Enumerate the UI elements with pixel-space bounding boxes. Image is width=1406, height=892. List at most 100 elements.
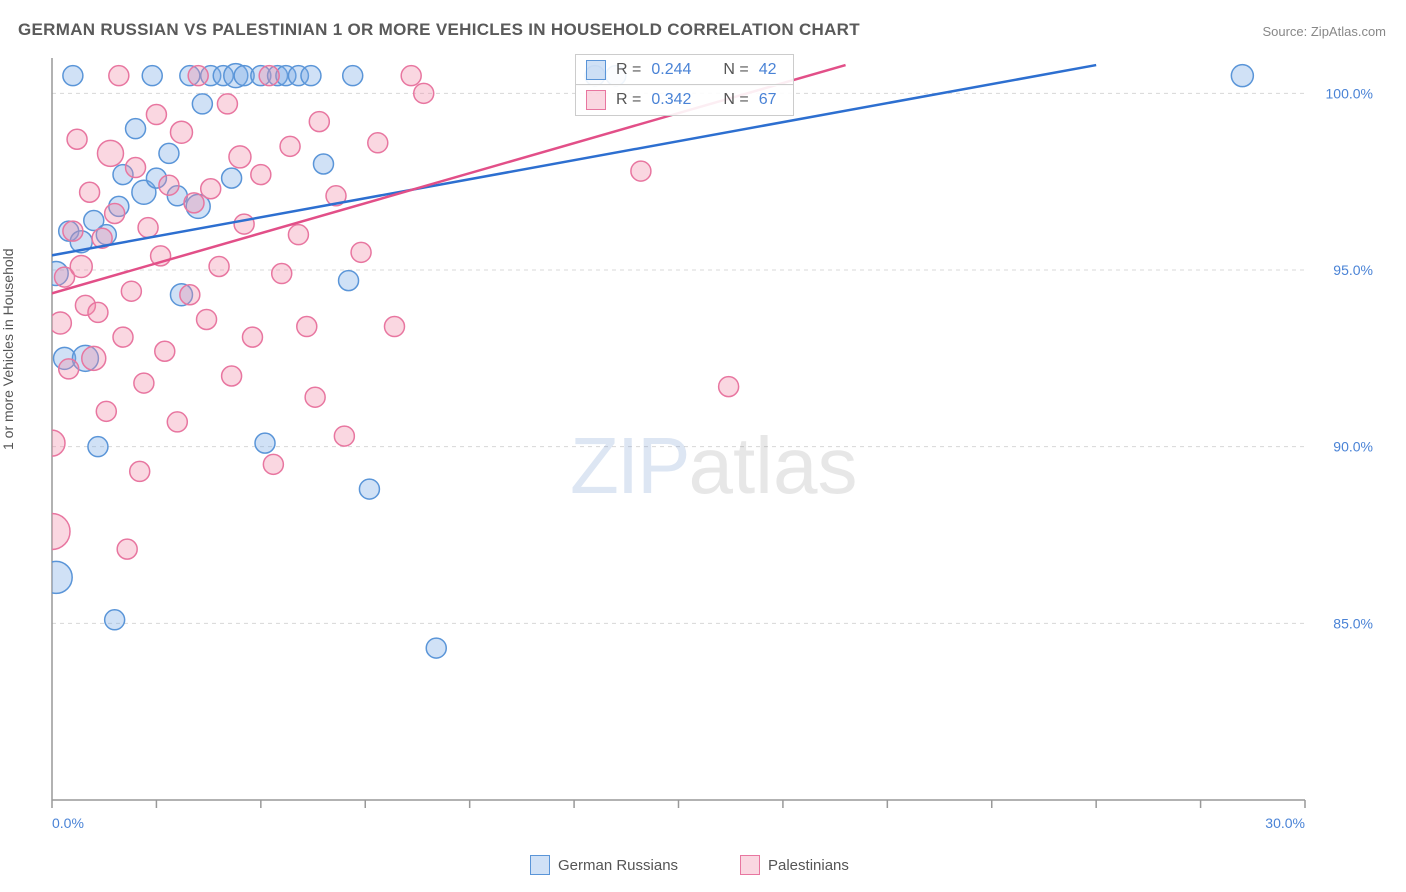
data-point [368, 133, 388, 153]
data-point [155, 341, 175, 361]
data-point [96, 401, 116, 421]
data-point [134, 373, 154, 393]
data-point [414, 83, 434, 103]
data-point [70, 255, 92, 277]
data-point [263, 454, 283, 474]
data-point [105, 203, 125, 223]
data-point [159, 143, 179, 163]
data-point [222, 366, 242, 386]
data-point [719, 377, 739, 397]
data-point [339, 271, 359, 291]
legend-item: German Russians [530, 855, 678, 875]
correlation-stat-box: R = 0.342 N = 67 [575, 84, 794, 116]
svg-text:95.0%: 95.0% [1333, 262, 1373, 278]
data-point [50, 312, 71, 334]
data-point [222, 168, 242, 188]
data-point [170, 121, 192, 143]
data-point [401, 66, 421, 86]
data-point [50, 513, 70, 549]
data-point [209, 256, 229, 276]
data-point [105, 610, 125, 630]
data-point [97, 140, 123, 166]
data-point [359, 479, 379, 499]
data-point [113, 327, 133, 347]
data-point [1231, 65, 1253, 87]
plot-area: 85.0% 90.0% 95.0% 100.0% 0.0% 30.0% [50, 50, 1380, 830]
data-point [159, 175, 179, 195]
data-point [351, 242, 371, 262]
data-point [80, 182, 100, 202]
data-point [82, 346, 106, 370]
data-point [259, 66, 279, 86]
series-swatch [586, 90, 606, 110]
data-point [88, 437, 108, 457]
legend-swatch [530, 855, 550, 875]
svg-text:30.0%: 30.0% [1265, 815, 1305, 830]
legend-item: Palestinians [740, 855, 849, 875]
data-point [288, 225, 308, 245]
data-point [63, 221, 83, 241]
r-label: R = [616, 91, 641, 109]
data-point [121, 281, 141, 301]
r-value: 0.342 [651, 91, 691, 109]
data-point [142, 66, 162, 86]
n-label: N = [723, 61, 748, 79]
data-point [59, 359, 79, 379]
data-point [297, 317, 317, 337]
data-point [188, 66, 208, 86]
n-value: 42 [759, 61, 777, 79]
data-point [631, 161, 651, 181]
data-point [384, 317, 404, 337]
series-swatch [586, 60, 606, 80]
data-point [309, 112, 329, 132]
r-value: 0.244 [651, 61, 691, 79]
data-point [138, 218, 158, 238]
n-value: 67 [759, 91, 777, 109]
scatter-chart-svg: 85.0% 90.0% 95.0% 100.0% 0.0% 30.0% [50, 50, 1380, 830]
data-point [255, 433, 275, 453]
svg-text:85.0%: 85.0% [1333, 615, 1373, 631]
svg-text:0.0%: 0.0% [52, 815, 84, 830]
data-point [126, 158, 146, 178]
data-point [146, 105, 166, 125]
data-point [88, 302, 108, 322]
r-label: R = [616, 61, 641, 79]
data-point [426, 638, 446, 658]
data-point [184, 193, 204, 213]
data-point [305, 387, 325, 407]
data-point [126, 119, 146, 139]
correlation-stat-box: R = 0.244 N = 42 [575, 54, 794, 86]
data-point [242, 327, 262, 347]
data-point [192, 94, 212, 114]
data-point [217, 94, 237, 114]
data-point [313, 154, 333, 174]
data-point [117, 539, 137, 559]
source-attribution: Source: ZipAtlas.com [1262, 24, 1386, 39]
legend-label: Palestinians [768, 857, 849, 874]
data-point [50, 430, 65, 456]
data-point [301, 66, 321, 86]
legend-label: German Russians [558, 857, 678, 874]
y-axis-title: 1 or more Vehicles in Household [0, 248, 16, 450]
svg-text:90.0%: 90.0% [1333, 439, 1373, 455]
data-point [334, 426, 354, 446]
data-point [197, 309, 217, 329]
n-label: N = [723, 91, 748, 109]
data-point [201, 179, 221, 199]
data-point [280, 136, 300, 156]
data-point [50, 561, 72, 593]
data-point [272, 264, 292, 284]
svg-text:100.0%: 100.0% [1326, 85, 1373, 101]
data-point [251, 165, 271, 185]
data-point [130, 461, 150, 481]
data-point [229, 146, 251, 168]
data-point [167, 412, 187, 432]
data-point [180, 285, 200, 305]
data-point [343, 66, 363, 86]
data-point [109, 66, 129, 86]
data-point [234, 214, 254, 234]
data-point [63, 66, 83, 86]
data-point [67, 129, 87, 149]
chart-title: GERMAN RUSSIAN VS PALESTINIAN 1 OR MORE … [18, 20, 860, 40]
legend-swatch [740, 855, 760, 875]
